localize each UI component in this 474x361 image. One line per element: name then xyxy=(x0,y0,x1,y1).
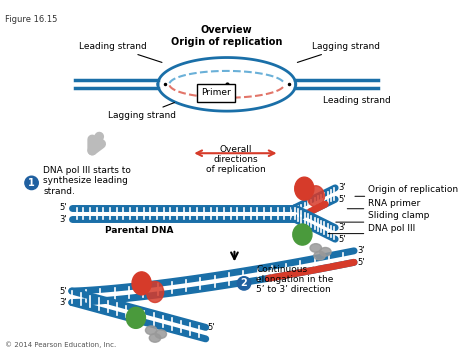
Text: Leading strand: Leading strand xyxy=(79,42,162,62)
Circle shape xyxy=(237,277,251,290)
Text: 1: 1 xyxy=(28,178,35,188)
Text: DNA pol III: DNA pol III xyxy=(368,224,416,233)
Ellipse shape xyxy=(126,307,146,329)
Text: DNA pol III starts to
synthesize leading
strand.: DNA pol III starts to synthesize leading… xyxy=(43,166,131,196)
Ellipse shape xyxy=(132,272,151,295)
Text: 3': 3' xyxy=(59,215,67,224)
Text: Lagging strand: Lagging strand xyxy=(297,42,381,62)
Text: 5': 5' xyxy=(357,258,365,267)
Text: Primer: Primer xyxy=(201,88,231,97)
Text: Sliding clamp: Sliding clamp xyxy=(368,211,430,220)
Ellipse shape xyxy=(146,326,157,335)
Text: 5': 5' xyxy=(59,287,67,296)
Text: Overview
Origin of replication: Overview Origin of replication xyxy=(171,25,283,47)
Text: RNA primer: RNA primer xyxy=(368,199,420,208)
Text: 5': 5' xyxy=(338,235,346,244)
Text: 5': 5' xyxy=(338,195,346,204)
Text: 2: 2 xyxy=(241,278,247,288)
Ellipse shape xyxy=(293,224,312,245)
Text: © 2014 Pearson Education, Inc.: © 2014 Pearson Education, Inc. xyxy=(5,342,116,348)
Text: 3': 3' xyxy=(59,298,67,307)
Ellipse shape xyxy=(307,186,324,207)
Ellipse shape xyxy=(310,244,321,252)
FancyBboxPatch shape xyxy=(197,84,236,101)
Text: Leading strand: Leading strand xyxy=(323,96,391,105)
Text: 3': 3' xyxy=(338,183,346,192)
Text: Origin of replication: Origin of replication xyxy=(368,184,458,193)
Text: 3': 3' xyxy=(338,223,346,232)
Text: Figure 16.15: Figure 16.15 xyxy=(5,16,57,25)
Ellipse shape xyxy=(319,248,331,256)
Text: 3': 3' xyxy=(357,246,365,255)
Ellipse shape xyxy=(295,177,314,200)
Text: 5': 5' xyxy=(208,323,215,332)
Ellipse shape xyxy=(149,334,161,342)
Ellipse shape xyxy=(146,282,164,303)
Ellipse shape xyxy=(314,251,325,260)
Text: 5': 5' xyxy=(59,203,67,212)
Text: Lagging strand: Lagging strand xyxy=(108,103,176,120)
Ellipse shape xyxy=(155,330,166,338)
Text: Parental DNA: Parental DNA xyxy=(105,226,174,235)
Text: Continuous
elongation in the
5’ to 3’ direction: Continuous elongation in the 5’ to 3’ di… xyxy=(256,265,334,295)
Circle shape xyxy=(25,176,38,190)
Text: Overall
directions
of replication: Overall directions of replication xyxy=(206,145,265,174)
